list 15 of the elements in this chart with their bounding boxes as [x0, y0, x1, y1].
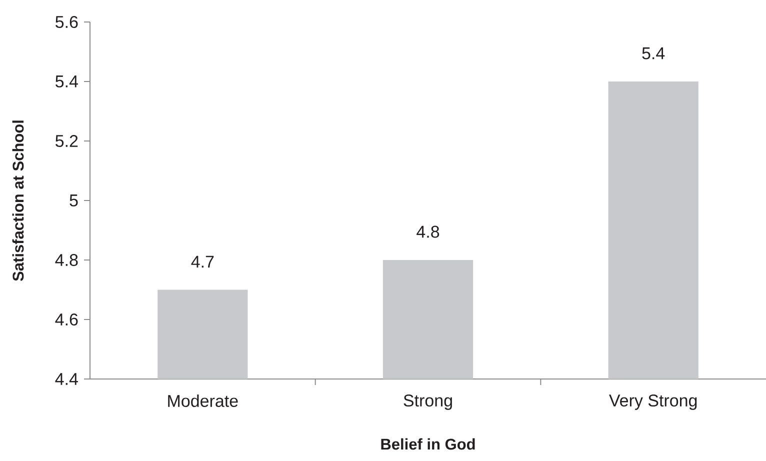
y-tick-label: 5.2 [56, 134, 78, 148]
y-tick-label: 4.4 [55, 373, 78, 385]
x-axis-title: Belief in God [381, 438, 475, 450]
data-label: 5.4 [642, 47, 665, 60]
x-tick-label: Very Strong [609, 394, 697, 410]
y-tick-label: 5.4 [56, 76, 78, 88]
x-tick-label: Moderate [168, 394, 238, 408]
data-label: 4.8 [416, 226, 440, 238]
y-tick-label: 4.8 [55, 254, 78, 266]
y-tick-label: 5.6 [56, 16, 78, 28]
x-tick-label: Strong [404, 394, 452, 410]
y-tick-label: 5 [70, 194, 78, 206]
data-label: 4.7 [191, 256, 214, 268]
y-axis-title: Satisfaction at School [12, 120, 24, 282]
y-tick-label: 4.6 [55, 313, 78, 326]
